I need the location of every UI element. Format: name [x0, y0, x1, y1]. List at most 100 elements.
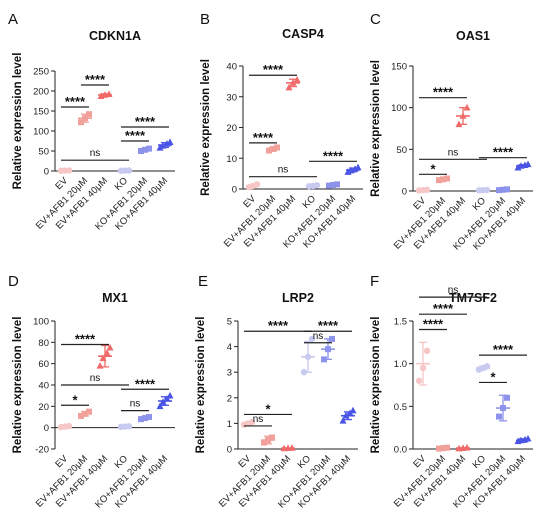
data-point [293, 76, 301, 83]
data-point [86, 408, 92, 415]
group-1 [78, 111, 92, 126]
group-4 [496, 394, 510, 422]
y-tick-label: 10 [226, 154, 237, 165]
y-tick-label: 100 [33, 317, 49, 328]
group-3 [300, 335, 316, 376]
group-0 [415, 341, 431, 386]
y-tick-label: 3 [227, 368, 232, 379]
data-point [423, 186, 431, 193]
data-point [103, 349, 111, 356]
y-tick-label: 5 [227, 317, 232, 328]
significance-label: ns [90, 373, 101, 384]
data-point [436, 445, 442, 452]
data-point [78, 412, 84, 419]
significance-label: **** [135, 376, 156, 391]
data-point [285, 83, 293, 91]
group-4 [321, 335, 335, 363]
data-point [142, 146, 148, 153]
y-tick-label: 250 [33, 67, 49, 78]
data-point [354, 163, 362, 171]
data-point [274, 144, 280, 151]
data-point [500, 405, 506, 412]
significance-label: **** [263, 62, 284, 77]
chart-title: TM7SF2 [449, 291, 497, 305]
group-2 [455, 443, 471, 452]
panel-letter: C [370, 11, 381, 28]
data-point [304, 353, 312, 361]
significance-label: **** [125, 128, 146, 143]
data-point [440, 176, 446, 183]
significance-label: **** [253, 130, 274, 145]
data-point [415, 377, 423, 384]
significance-label: **** [135, 114, 156, 129]
y-tick-label: 0 [402, 187, 407, 198]
y-tick-label: 0.5 [394, 402, 407, 413]
data-point [504, 394, 510, 401]
y-tick-label: 80 [38, 338, 49, 349]
data-point [329, 335, 335, 342]
data-point [65, 422, 73, 430]
y-tick-label: 0 [44, 167, 49, 178]
data-point [444, 444, 450, 451]
y-axis-label: Relative expression level [200, 59, 212, 196]
group-2 [280, 444, 296, 452]
data-point [313, 182, 321, 189]
y-tick-label: 150 [33, 107, 49, 118]
panel-letter: B [200, 11, 210, 28]
chart-title: LRP2 [282, 291, 314, 305]
group-5 [344, 163, 362, 175]
data-point [308, 335, 316, 343]
significance-label: **** [493, 342, 514, 357]
significance-label: * [430, 161, 436, 176]
y-tick-label: 50 [396, 145, 407, 156]
chart-title: MX1 [102, 291, 128, 305]
data-point [156, 402, 164, 410]
group-3 [117, 423, 133, 431]
group-0 [415, 186, 431, 194]
data-point [248, 418, 256, 426]
data-point [330, 182, 336, 189]
y-axis-label: Relative expression level [12, 53, 24, 190]
y-tick-label: 0 [44, 423, 49, 434]
data-point [496, 187, 502, 194]
y-tick-label: 1.0 [394, 359, 407, 370]
significance-label: ns [448, 147, 459, 158]
y-tick-label: 4 [227, 342, 232, 353]
data-point [339, 417, 347, 424]
chart-title: CASP4 [282, 27, 324, 41]
data-point [106, 343, 114, 351]
group-0 [57, 167, 73, 174]
y-tick-label: 200 [33, 87, 49, 98]
data-point [78, 119, 84, 126]
group-0 [57, 422, 73, 431]
y-axis-label: Relative expression level [12, 317, 24, 454]
group-5 [514, 434, 532, 445]
data-point [156, 144, 164, 151]
significance-label: * [490, 369, 496, 384]
data-point [300, 369, 308, 376]
data-point [86, 111, 92, 118]
y-tick-label: 1.5 [394, 317, 407, 328]
data-point [288, 444, 296, 451]
data-point [321, 356, 327, 363]
data-point [261, 439, 267, 446]
group-1 [436, 175, 450, 184]
panel-letter: E [198, 273, 208, 290]
significance-label: ns [253, 414, 264, 425]
y-tick-label: 20 [226, 123, 237, 134]
data-point [342, 411, 350, 419]
data-point [138, 416, 144, 423]
y-axis-label: Relative expression level [370, 60, 382, 197]
data-point [166, 391, 174, 399]
group-4 [496, 186, 510, 194]
group-3 [475, 363, 491, 373]
data-point [463, 103, 471, 111]
panel-b: B CASP4 Relative expression level 0 10 20 30 40… [200, 11, 363, 250]
data-point [504, 186, 510, 193]
data-point [496, 413, 502, 420]
data-point [444, 175, 450, 182]
y-tick-label: 1 [227, 419, 232, 430]
panel-a: A CDKN1A Relative expression level 0 50 100 15… [8, 11, 175, 232]
panel-d: D MX1 Relative expression level -20 0 20 40 60 8… [8, 273, 175, 510]
